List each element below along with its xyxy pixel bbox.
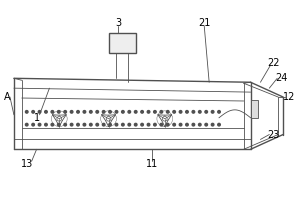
Circle shape — [45, 111, 47, 113]
Circle shape — [179, 123, 182, 126]
Circle shape — [26, 111, 28, 113]
Circle shape — [38, 111, 41, 113]
Circle shape — [58, 123, 60, 126]
Bar — [250, 100, 259, 118]
Circle shape — [115, 111, 118, 113]
Text: 12: 12 — [283, 92, 295, 102]
Circle shape — [122, 111, 124, 113]
Circle shape — [64, 111, 67, 113]
Circle shape — [109, 111, 111, 113]
Circle shape — [45, 123, 47, 126]
Circle shape — [147, 123, 150, 126]
Circle shape — [192, 111, 195, 113]
Circle shape — [199, 123, 201, 126]
Text: 1: 1 — [34, 113, 40, 123]
Circle shape — [102, 111, 105, 113]
Bar — [109, 33, 136, 53]
Circle shape — [186, 111, 188, 113]
Circle shape — [134, 111, 137, 113]
Circle shape — [109, 123, 111, 126]
Circle shape — [218, 123, 220, 126]
Circle shape — [115, 123, 118, 126]
Circle shape — [211, 111, 214, 113]
Circle shape — [179, 111, 182, 113]
Text: 24: 24 — [275, 73, 287, 83]
Circle shape — [70, 111, 73, 113]
Circle shape — [205, 123, 208, 126]
Circle shape — [173, 111, 175, 113]
Circle shape — [205, 111, 208, 113]
Circle shape — [167, 111, 169, 113]
Circle shape — [128, 123, 130, 126]
Text: 23: 23 — [267, 130, 280, 140]
Circle shape — [199, 111, 201, 113]
Text: 22: 22 — [267, 58, 280, 68]
Text: 21: 21 — [198, 18, 210, 28]
Text: 11: 11 — [146, 159, 158, 169]
Circle shape — [77, 123, 79, 126]
Circle shape — [154, 123, 156, 126]
Circle shape — [64, 123, 67, 126]
Circle shape — [192, 123, 195, 126]
Circle shape — [90, 111, 92, 113]
Circle shape — [160, 111, 163, 113]
Circle shape — [32, 111, 34, 113]
Circle shape — [141, 123, 143, 126]
Circle shape — [173, 123, 175, 126]
Circle shape — [70, 123, 73, 126]
Circle shape — [90, 123, 92, 126]
Circle shape — [128, 111, 130, 113]
Text: A: A — [4, 92, 10, 102]
Text: 13: 13 — [21, 159, 33, 169]
Circle shape — [83, 123, 86, 126]
Circle shape — [186, 123, 188, 126]
Circle shape — [122, 123, 124, 126]
Circle shape — [167, 123, 169, 126]
Circle shape — [83, 111, 86, 113]
Circle shape — [96, 123, 98, 126]
Circle shape — [154, 111, 156, 113]
Circle shape — [38, 123, 41, 126]
Circle shape — [147, 111, 150, 113]
Circle shape — [134, 123, 137, 126]
Circle shape — [102, 123, 105, 126]
Circle shape — [141, 111, 143, 113]
Circle shape — [51, 111, 54, 113]
Circle shape — [77, 111, 79, 113]
Circle shape — [211, 123, 214, 126]
Circle shape — [160, 123, 163, 126]
Circle shape — [58, 111, 60, 113]
Circle shape — [26, 123, 28, 126]
Circle shape — [51, 123, 54, 126]
Circle shape — [96, 111, 98, 113]
Circle shape — [218, 111, 220, 113]
Circle shape — [32, 123, 34, 126]
Text: 3: 3 — [116, 18, 122, 28]
